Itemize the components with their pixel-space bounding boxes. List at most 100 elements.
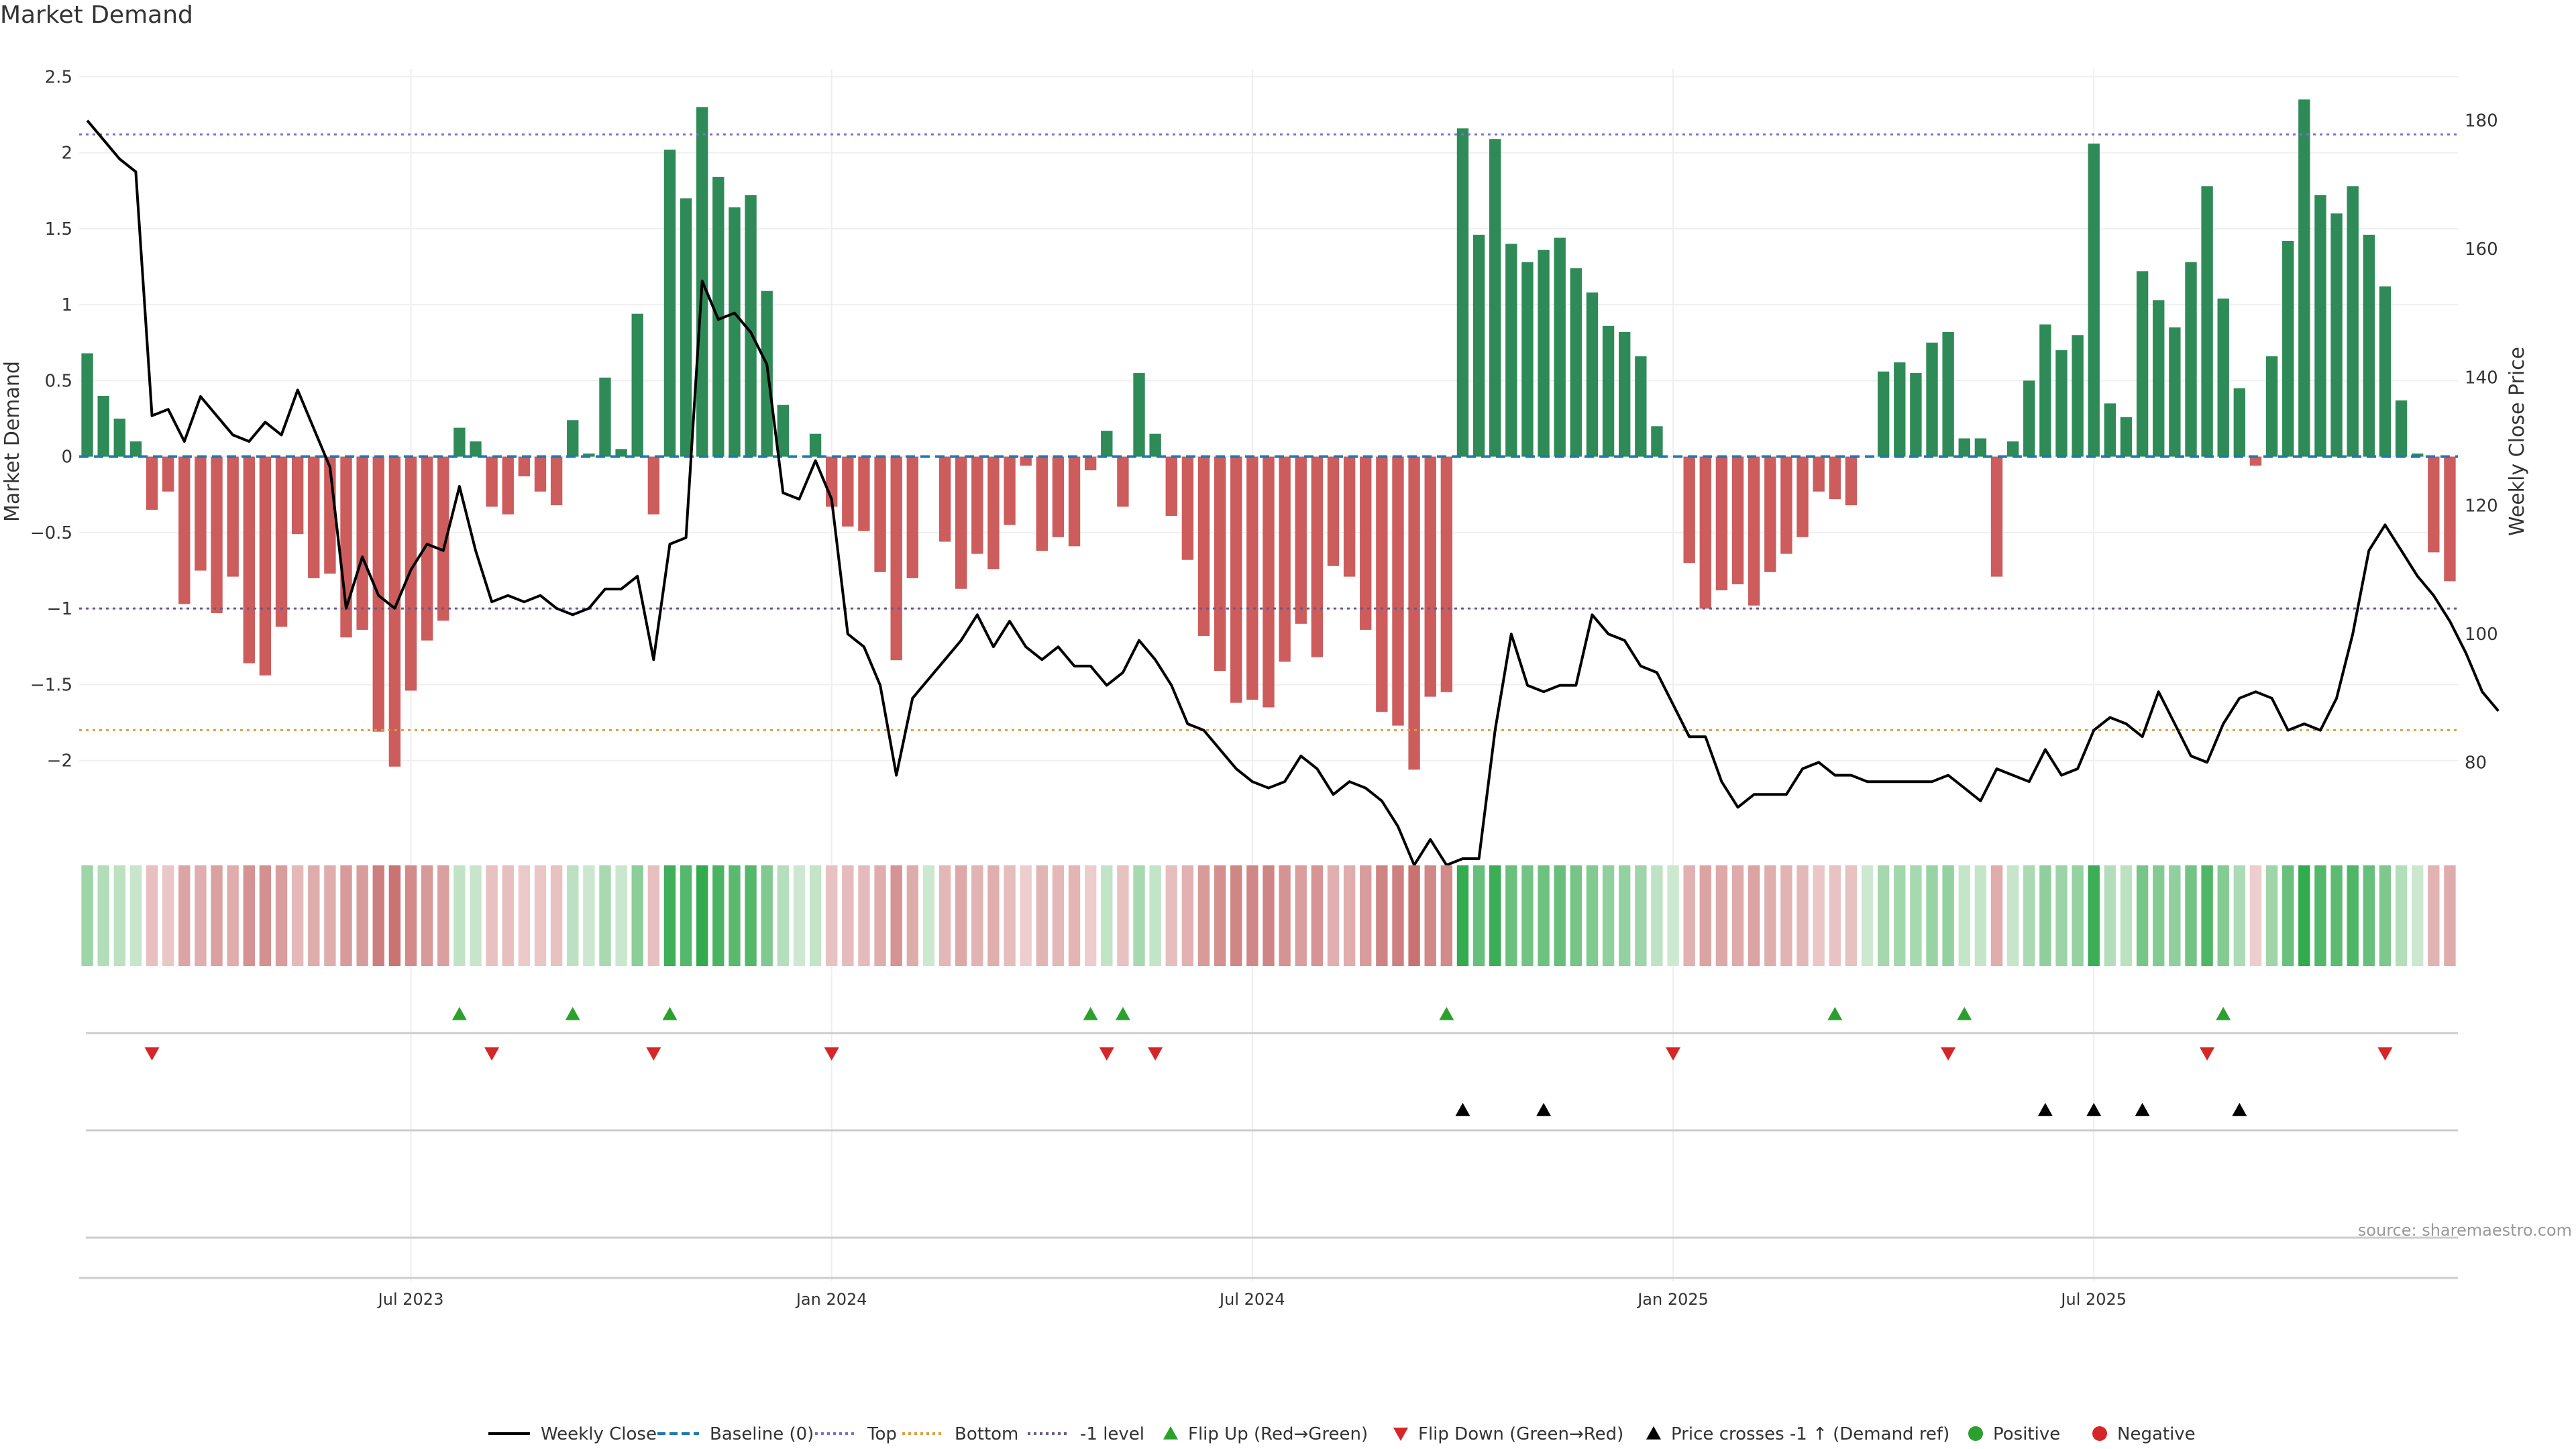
- price-cross-marker: [2086, 1103, 2102, 1116]
- tone-cell: [1764, 865, 1776, 966]
- demand-bar: [1246, 456, 1258, 700]
- y-tick-label: 0.5: [45, 371, 72, 391]
- tone-cell: [162, 865, 174, 966]
- tone-cell: [1165, 865, 1177, 966]
- y2-tick-label: 100: [2465, 625, 2498, 645]
- demand-bar: [1214, 456, 1226, 672]
- tone-cell: [1813, 865, 1825, 966]
- tone-cell: [1699, 865, 1711, 966]
- tone-cell: [502, 865, 514, 966]
- demand-bar: [1796, 456, 1809, 537]
- demand-bar: [1764, 456, 1776, 572]
- tone-cell: [2153, 865, 2165, 966]
- tone-cell: [2379, 865, 2392, 966]
- y-tick-label: 2.5: [45, 67, 72, 87]
- tone-cell: [1926, 865, 1938, 966]
- demand-bar: [874, 456, 886, 572]
- flip-up-marker: [1439, 1007, 1454, 1020]
- tone-cell: [275, 865, 288, 966]
- demand-bar: [1974, 438, 1987, 457]
- x-tick-label: Jan 2025: [1636, 1290, 1709, 1309]
- demand-bar: [1748, 456, 1760, 606]
- tone-cell: [696, 865, 708, 966]
- y-tick-label: −1.5: [30, 675, 72, 695]
- tone-cell: [453, 865, 466, 966]
- tone-cell: [2249, 865, 2262, 966]
- demand-bar: [2169, 327, 2181, 457]
- tone-cell: [113, 865, 125, 966]
- demand-bar: [1424, 456, 1436, 697]
- legend-swatch: [1968, 1426, 1983, 1441]
- tone-cell: [761, 865, 773, 966]
- tone-cell: [1456, 865, 1469, 966]
- demand-bar: [1343, 456, 1356, 577]
- demand-bar: [1197, 456, 1210, 636]
- tone-cell: [1117, 865, 1129, 966]
- tone-cell: [2363, 865, 2375, 966]
- legend-label: -1 level: [1080, 1424, 1144, 1444]
- demand-bar: [2120, 417, 2133, 457]
- tone-cell: [372, 865, 384, 966]
- demand-bar: [1263, 456, 1275, 708]
- tone-cell: [308, 865, 320, 966]
- tone-cell: [1554, 865, 1566, 966]
- legend-label: Negative: [2117, 1424, 2196, 1444]
- tone-cell: [1246, 865, 1258, 966]
- demand-bar: [1715, 456, 1728, 590]
- tone-cell: [2201, 865, 2213, 966]
- tone-cell: [291, 865, 304, 966]
- tone-cell: [1538, 865, 1550, 966]
- tone-cell: [2169, 865, 2181, 966]
- tone-cell: [922, 865, 935, 966]
- tone-cell: [1619, 865, 1631, 966]
- demand-bar: [2298, 99, 2310, 457]
- demand-bar: [356, 456, 368, 630]
- demand-bar: [1327, 456, 1340, 566]
- legend-label: Flip Down (Green→Red): [1418, 1424, 1623, 1444]
- tone-cell: [1052, 865, 1065, 966]
- tone-cell: [1570, 865, 1582, 966]
- demand-bar: [2136, 271, 2149, 457]
- demand-bar: [388, 456, 401, 767]
- demand-bar: [567, 420, 579, 457]
- demand-bar: [2363, 234, 2375, 457]
- demand-bar: [729, 207, 741, 457]
- tone-cell: [647, 865, 660, 966]
- demand-bar: [1651, 426, 1663, 457]
- demand-bar: [2314, 195, 2326, 457]
- tone-cell: [518, 865, 531, 966]
- demand-bar: [227, 456, 239, 577]
- tone-cell: [243, 865, 255, 966]
- tone-cell: [146, 865, 158, 966]
- price-cross-marker: [2232, 1103, 2247, 1116]
- legend-label: Positive: [1993, 1424, 2060, 1444]
- demand-bar: [745, 195, 757, 457]
- y-tick-label: 1: [61, 295, 72, 315]
- tone-cell: [2347, 865, 2359, 966]
- demand-bar: [2395, 400, 2408, 457]
- tone-cell: [809, 865, 822, 966]
- tone-cell: [599, 865, 611, 966]
- tone-cell: [1214, 865, 1226, 966]
- flip-down-marker: [484, 1047, 500, 1061]
- demand-bar: [663, 150, 676, 457]
- tone-cell: [1036, 865, 1048, 966]
- demand-bar: [437, 456, 449, 621]
- tone-cell: [793, 865, 806, 966]
- tone-cell: [1796, 865, 1809, 966]
- legend-swatch: [1393, 1428, 1408, 1441]
- price-cross-marker: [1455, 1103, 1470, 1116]
- tone-cell: [631, 865, 643, 966]
- tone-cell: [1974, 865, 1987, 966]
- legend-swatch: [1646, 1426, 1661, 1440]
- tone-cell: [1279, 865, 1291, 966]
- legend-label: Weekly Close: [541, 1424, 657, 1444]
- demand-bar: [470, 441, 482, 457]
- tone-cell: [680, 865, 692, 966]
- tone-cell: [1667, 865, 1679, 966]
- tone-cell: [1586, 865, 1599, 966]
- demand-bar: [1101, 431, 1113, 457]
- tone-cell: [890, 865, 902, 966]
- demand-bar: [1845, 456, 1858, 506]
- demand-bar: [275, 456, 288, 627]
